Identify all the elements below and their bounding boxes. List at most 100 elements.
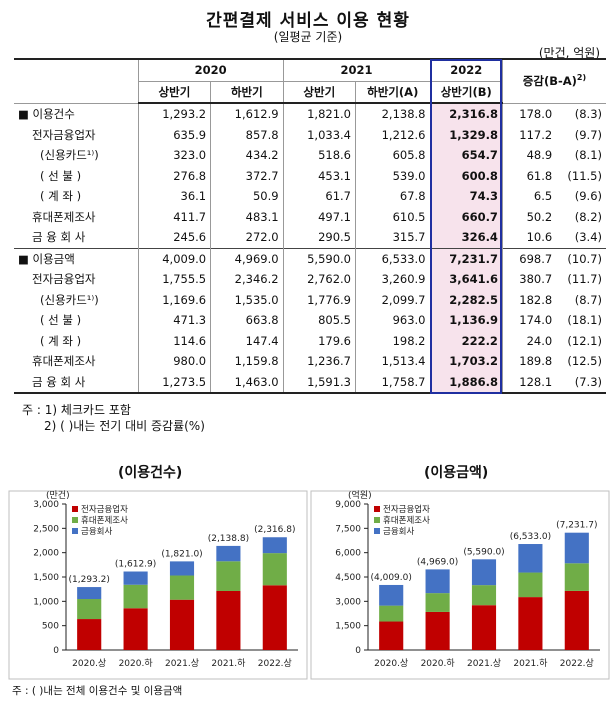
legend-label: 휴대폰제조사 xyxy=(81,516,128,526)
change-rate: (9.6) xyxy=(574,189,602,204)
table-cell: 411.7 xyxy=(137,206,211,227)
bar-segment xyxy=(471,605,497,650)
row-label: (신용카드¹⁾) xyxy=(40,292,99,307)
table-cell: 600.8 xyxy=(429,165,503,186)
y-unit-label: (만건) xyxy=(46,490,70,501)
y-tick-label: 3,000 xyxy=(335,597,361,607)
y-tick-label: 9,000 xyxy=(335,500,361,510)
table-cell: 1,755.5 xyxy=(137,269,211,290)
table-cell: 2,316.8 xyxy=(429,102,503,125)
table-cell: 3,641.6 xyxy=(429,269,503,290)
change-value: 24.0 xyxy=(501,330,555,351)
change-header-label: 증감(B-A) xyxy=(522,74,577,89)
x-tick-label: 2021.상 xyxy=(467,658,501,669)
total-label: (2,316.8) xyxy=(254,525,295,535)
bar-segment xyxy=(262,585,287,650)
bar-segment xyxy=(77,599,102,620)
table-cell: 1,033.4 xyxy=(282,124,356,145)
table-cell: 326.4 xyxy=(429,227,503,248)
table-row: 전자금융업자 1,755.5 2,346.2 2,762.0 3,260.9 3,641.… xyxy=(14,269,606,290)
y-tick-label: 2,000 xyxy=(33,549,59,559)
total-label: (4,969.0) xyxy=(417,557,458,567)
table-cell: 61.7 xyxy=(282,186,356,207)
change-rate: (8.2) xyxy=(574,209,602,224)
x-tick-label: 2022.상 xyxy=(560,658,594,669)
row-label: 전자금융업자 xyxy=(32,127,96,142)
chart-footnote: 주 : ( )내는 전체 이용건수 및 이용금액 xyxy=(12,685,183,697)
table-cell: 114.6 xyxy=(137,330,211,351)
bar-segment xyxy=(77,619,102,650)
row-label: ■ 이용금액 xyxy=(14,247,139,269)
change-value: 182.8 xyxy=(501,289,555,310)
half-header: 상반기 xyxy=(282,81,356,104)
change-rate: (8.3) xyxy=(554,102,606,125)
table-cell: 1,703.2 xyxy=(429,351,503,372)
count-chart: (만건) 0 500 1,000 1,500 2,000 2,500 3,000 (1,293.… xyxy=(8,490,308,680)
table-cell: 2,346.2 xyxy=(210,269,284,290)
table-cell: 272.0 xyxy=(210,227,284,248)
table-cell: 1,513.4 xyxy=(355,351,431,372)
y-tick-label: 500 xyxy=(42,622,59,632)
table-cell: 74.3 xyxy=(429,186,503,207)
bar-segment xyxy=(123,608,148,650)
table-cell: 610.5 xyxy=(355,206,431,227)
bar-segment xyxy=(123,584,148,609)
table-cell: 1,821.0 xyxy=(282,102,356,125)
row-label: 전자금융업자 xyxy=(32,272,96,287)
total-label: (1,293.2) xyxy=(69,575,110,585)
row-label: 금 융 회 사 xyxy=(14,371,139,394)
table-cell: 2,138.8 xyxy=(355,102,431,125)
table-notes: 주 : 1) 체크카드 포함 2) ( )내는 전기 대비 증감률(%) xyxy=(22,402,205,434)
bar-segment xyxy=(564,563,589,591)
table-row: ■ 이용금액 4,009.0 4,969.0 5,590.0 6,533.0 7,231.… xyxy=(14,247,606,269)
row-label: 휴대폰제조사 xyxy=(32,209,96,224)
table-row: 전자금융업자 635.9 857.8 1,033.4 1,212.6 1,329.8 117… xyxy=(14,124,606,145)
table-row: 금 융 회 사 1,273.5 1,463.0 1,591.3 1,758.7 1,886… xyxy=(14,371,606,394)
bar-segment xyxy=(262,553,287,586)
table-cell: 290.5 xyxy=(282,227,356,248)
table-cell: 1,169.6 xyxy=(137,289,211,310)
change-value: 117.2 xyxy=(501,124,555,145)
legend-swatch xyxy=(72,528,78,534)
table-cell: 36.1 xyxy=(137,186,211,207)
note-line: 주 : 1) 체크카드 포함 xyxy=(22,403,131,417)
table-cell: 67.8 xyxy=(355,186,431,207)
half-header: 상반기(B) xyxy=(429,81,503,104)
change-value: 48.9 xyxy=(501,145,555,166)
change-rate: (10.7) xyxy=(554,247,606,269)
y-tick-label: 1,500 xyxy=(335,622,361,632)
bar-segment xyxy=(518,544,543,573)
table-row: ( 계 좌 ) 114.6 147.4 179.6 198.2 222.2 24.0 (12.… xyxy=(14,330,606,351)
change-rate: (8.7) xyxy=(574,292,602,307)
row-label: ■ 이용건수 xyxy=(14,102,139,125)
legend-label: 금융회사 xyxy=(81,527,112,537)
table-cell: 1,273.5 xyxy=(137,371,211,394)
table-cell: 315.7 xyxy=(355,227,431,248)
total-label: (7,231.7) xyxy=(556,521,597,531)
change-value: 128.1 xyxy=(501,371,555,394)
page-subtitle: (일평균 기준) xyxy=(273,30,343,44)
bar-segment xyxy=(216,590,241,650)
bar-segment xyxy=(169,599,195,650)
row-label: 금 융 회 사 xyxy=(32,230,86,245)
table-cell: 1,758.7 xyxy=(355,371,431,394)
total-label: (2,138.8) xyxy=(208,534,249,544)
legend-swatch xyxy=(374,517,380,523)
table-row: (신용카드¹⁾) 1,169.6 1,535.0 1,776.9 2,099.7 2,28… xyxy=(14,289,606,310)
table-cell: 2,282.5 xyxy=(429,289,503,310)
change-value: 380.7 xyxy=(501,269,555,290)
y-tick-label: 0 xyxy=(355,646,361,656)
change-rate: (9.7) xyxy=(574,127,602,142)
table-cell: 857.8 xyxy=(210,124,284,145)
table-cell: 3,260.9 xyxy=(355,269,431,290)
table-cell: 1,776.9 xyxy=(282,289,356,310)
bar-segment xyxy=(169,561,195,576)
change-rate: (8.1) xyxy=(574,148,602,163)
table-cell: 1,212.6 xyxy=(355,124,431,145)
table-cell: 1,136.9 xyxy=(429,310,503,331)
table-cell: 963.0 xyxy=(355,310,431,331)
bar-segment xyxy=(518,572,543,598)
y-tick-label: 0 xyxy=(53,646,59,656)
y-tick-label: 6,000 xyxy=(335,549,361,559)
table-cell: 1,293.2 xyxy=(137,102,211,125)
